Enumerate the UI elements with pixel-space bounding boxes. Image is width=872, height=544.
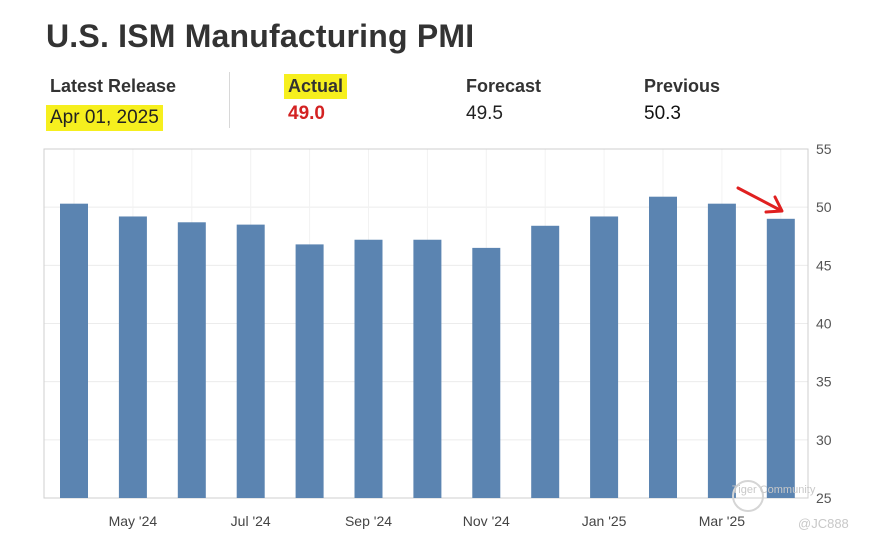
bar — [295, 244, 324, 498]
bar — [118, 216, 147, 498]
bar — [649, 196, 677, 499]
y-tick-label: 25 — [816, 490, 832, 506]
y-tick-label: 45 — [816, 257, 832, 273]
bar — [590, 216, 619, 498]
y-tick-label: 50 — [816, 199, 832, 215]
bar — [354, 239, 383, 499]
bar — [177, 222, 206, 499]
y-tick-label: 40 — [816, 316, 832, 332]
watermark-brand: Tiger Community — [732, 484, 816, 496]
latest-release-label: Latest Release — [50, 76, 177, 96]
previous-stat: Previous 50.3 — [640, 74, 724, 127]
actual-label: Actual — [284, 74, 348, 99]
bar — [236, 224, 265, 498]
bar — [413, 239, 442, 499]
x-tick-label: Jan '25 — [582, 513, 627, 529]
stat-divider — [229, 72, 230, 128]
bar — [531, 225, 560, 498]
x-tick-label: Jul '24 — [231, 513, 271, 529]
tiger-logo-icon — [732, 480, 764, 512]
bar — [766, 218, 795, 499]
bar — [707, 203, 736, 498]
y-tick-label: 35 — [816, 374, 832, 390]
bar — [472, 247, 501, 498]
latest-release-value: Apr 01, 2025 — [46, 105, 163, 131]
watermark-user: @JC888 — [798, 516, 849, 531]
latest-release-stat: Latest Release Apr 01, 2025 — [46, 74, 180, 131]
x-tick-label: Sep '24 — [345, 513, 392, 529]
red-arrow-icon — [736, 186, 784, 214]
y-tick-label: 30 — [816, 432, 832, 448]
page-title: U.S. ISM Manufacturing PMI — [46, 18, 475, 54]
x-tick-label: Nov '24 — [463, 513, 510, 529]
forecast-stat: Forecast 49.5 — [462, 74, 545, 127]
x-tick-label: May '24 — [109, 513, 158, 529]
bar — [60, 203, 88, 498]
previous-label: Previous — [644, 76, 721, 96]
forecast-value: 49.5 — [466, 103, 503, 124]
forecast-label: Forecast — [466, 76, 542, 96]
y-tick-label: 55 — [816, 141, 832, 157]
previous-value: 50.3 — [644, 103, 681, 124]
x-tick-label: Mar '25 — [699, 513, 745, 529]
actual-value: 49.0 — [288, 103, 325, 124]
actual-stat: Actual 49.0 — [284, 74, 348, 127]
